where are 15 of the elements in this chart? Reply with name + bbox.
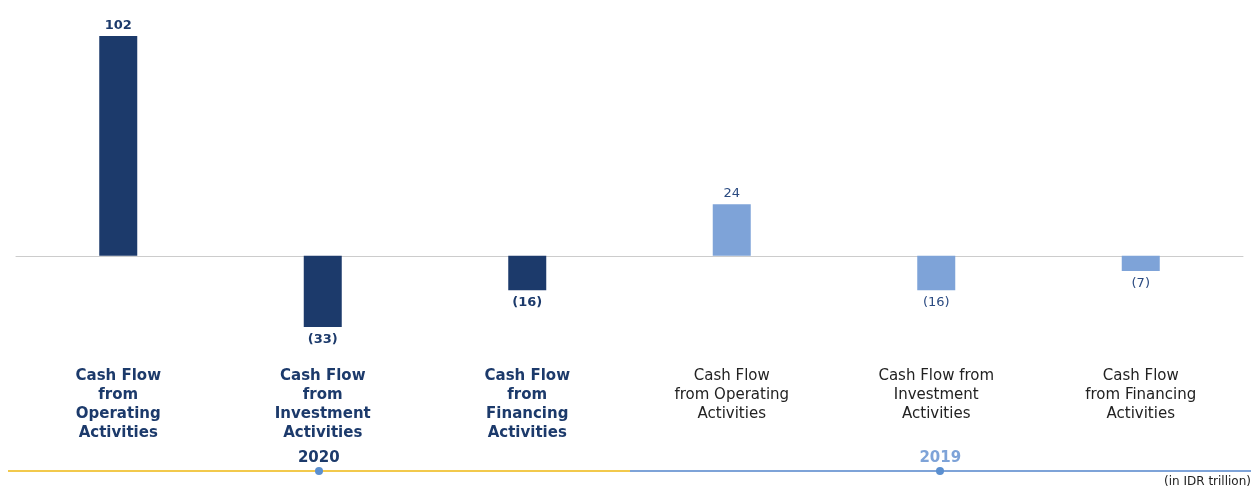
x-tick-label: Cash Flow from Investment Activities xyxy=(878,365,995,422)
data-label: (7) xyxy=(1131,274,1150,290)
data-label: (33) xyxy=(307,331,338,346)
text: 2020 xyxy=(296,448,341,466)
data-label: (16) xyxy=(922,294,950,310)
x-tick-label: Cash Flow from Operating Activities xyxy=(674,365,790,422)
data-label: (16) xyxy=(512,294,543,310)
x-tick-label: Cash Flow from Operating Activities xyxy=(75,365,162,441)
x-tick-label: Cash Flow from Investment Activities xyxy=(274,365,371,441)
text: (in IDR trillion) xyxy=(1164,474,1251,488)
text: 2019 xyxy=(918,448,963,466)
x-tick-label: Cash Flow from Financing Activities xyxy=(484,365,571,441)
data-label: 102 xyxy=(104,17,132,32)
data-label: 24 xyxy=(723,185,741,201)
x-tick-label: Cash Flow from Financing Activities xyxy=(1085,365,1197,422)
